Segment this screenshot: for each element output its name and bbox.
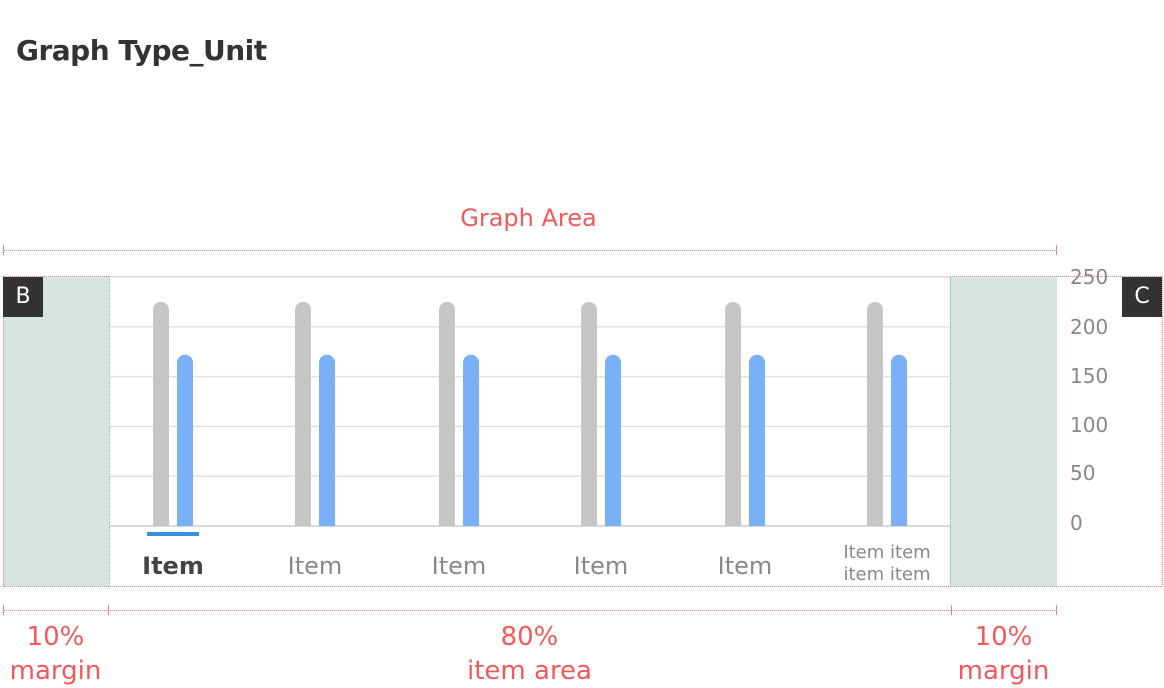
measure-line (3, 610, 1057, 611)
right-margin-percent: 10% (974, 622, 1033, 652)
bar-blue (177, 354, 193, 526)
bar-blue (605, 354, 621, 526)
badge-c: C (1122, 277, 1162, 317)
x-category-label[interactable]: Item (717, 552, 773, 580)
left-margin-label: margin (9, 656, 102, 686)
item-area-label: item area (467, 656, 592, 686)
y-tick-label: 100 (1070, 413, 1109, 437)
measure-tick (108, 605, 109, 615)
x-category-label[interactable]: Item (431, 552, 487, 580)
y-tick-label: 0 (1070, 511, 1083, 535)
bar-blue (891, 354, 907, 526)
bar-blue (463, 354, 479, 526)
measure-tick (1056, 605, 1057, 615)
bar-gray (581, 301, 597, 526)
item-area-annotation: 80% item area (108, 620, 951, 688)
graph-area-width-line (3, 250, 1057, 251)
y-tick-label: 150 (1070, 364, 1109, 388)
right-margin-boundary (950, 277, 951, 586)
y-tick-label: 50 (1070, 461, 1096, 485)
x-category-label[interactable]: Item (287, 552, 343, 580)
left-margin-zone (3, 277, 109, 586)
left-margin-annotation: 10% margin (3, 620, 108, 688)
bar-gray (295, 301, 311, 526)
bar-gray (867, 301, 883, 526)
right-margin-label: margin (957, 656, 1050, 686)
badge-b: B (3, 277, 43, 317)
y-tick-label: 250 (1070, 265, 1109, 289)
bar-blue (319, 354, 335, 526)
bar-blue (749, 354, 765, 526)
graph-area-label: Graph Area (460, 204, 597, 232)
measure-tick (951, 605, 952, 615)
left-margin-percent: 10% (26, 622, 85, 652)
graph-area-left-tick (3, 245, 4, 255)
right-margin-zone (950, 277, 1057, 586)
x-category-label[interactable]: Item item item item (843, 542, 931, 585)
page-title: Graph Type_Unit (16, 34, 267, 67)
x-category-label[interactable]: Item (573, 552, 629, 580)
measure-tick (3, 605, 4, 615)
selected-underline (147, 532, 199, 536)
graph-area-right-tick (1056, 245, 1057, 255)
right-margin-annotation: 10% margin (951, 620, 1056, 688)
bar-gray (725, 301, 741, 526)
y-tick-label: 200 (1070, 315, 1109, 339)
left-margin-boundary (109, 277, 110, 586)
item-area-percent: 80% (500, 622, 559, 652)
x-category-label-selected[interactable]: Item (142, 552, 204, 580)
bar-gray (439, 301, 455, 526)
bar-gray (153, 301, 169, 526)
